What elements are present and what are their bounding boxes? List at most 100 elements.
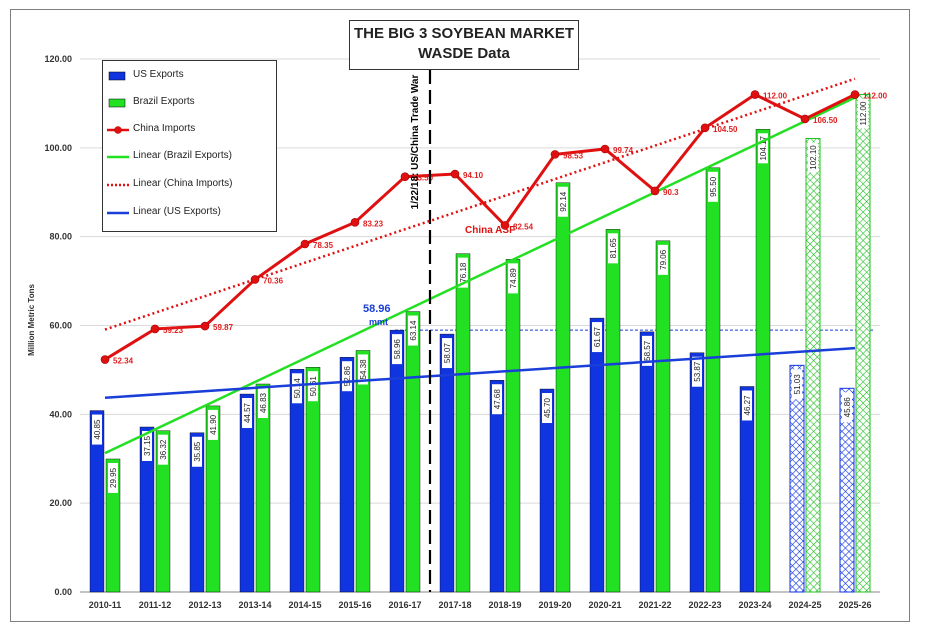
china-imports-label: 93.50 xyxy=(413,174,434,183)
china-imports-line xyxy=(104,92,856,361)
x-tick-label: 2011-12 xyxy=(139,600,172,610)
bars-layer: 40.85 29.95 37.15 36.32 35.85 41.90 44.57 46.83… xyxy=(89,94,871,593)
data-label-us: 44.57 xyxy=(243,402,252,423)
china-imports-label: 52.34 xyxy=(113,357,134,366)
y-tick-label: 100.00 xyxy=(44,143,72,153)
bar-brazil-exports xyxy=(605,229,621,593)
china-imports-label: 83.23 xyxy=(363,219,384,228)
x-tick-label: 2021-22 xyxy=(638,600,671,610)
china-imports-label: 104.50 xyxy=(713,125,738,134)
data-label-bg-us xyxy=(442,338,452,369)
data-label-brazil: 104.17 xyxy=(759,136,768,161)
china-imports-label: 98.53 xyxy=(563,151,584,160)
data-label-us: 53.87 xyxy=(693,361,702,382)
y-tick-label: 20.00 xyxy=(49,498,72,508)
data-label-brazil: 92.14 xyxy=(559,191,568,212)
trendlines-layer xyxy=(104,77,856,455)
data-label-brazil: 50.61 xyxy=(309,376,318,397)
legend-label: US Exports xyxy=(133,69,184,80)
data-label-brazil: 102.10 xyxy=(809,145,818,170)
data-label-bg-us xyxy=(92,414,102,445)
legend-label: Linear (US Exports) xyxy=(133,206,221,217)
x-tick-label: 2014-15 xyxy=(288,600,321,610)
legend-item-china-imports: China Imports xyxy=(103,120,276,140)
y-tick-label: 80.00 xyxy=(49,232,72,242)
data-label-bg-us xyxy=(292,373,302,404)
china-imports-label: 82.54 xyxy=(513,222,534,231)
china-imports-point xyxy=(650,186,660,196)
data-label-us: 46.27 xyxy=(743,395,752,416)
data-label-us: 52.86 xyxy=(343,366,352,387)
china-imports-swatch-icon xyxy=(107,126,129,134)
data-label-bg-brazil xyxy=(708,171,718,202)
x-tick-label: 2020-21 xyxy=(588,600,621,610)
china-imports-point xyxy=(150,324,160,334)
x-tick-label: 2022-23 xyxy=(688,600,721,610)
data-label-bg-brazil xyxy=(458,257,468,288)
china-asf-annotation: China ASF xyxy=(465,225,515,236)
data-label-brazil: 36.32 xyxy=(159,439,168,460)
china-imports-label: 59.23 xyxy=(163,326,184,335)
data-label-us: 50.14 xyxy=(293,378,302,399)
data-label-bg-brazil xyxy=(358,354,368,385)
reference-value-label: 58.96 xyxy=(363,303,391,315)
bar-brazil-exports xyxy=(405,311,421,593)
bar-us-exports xyxy=(239,393,255,593)
data-label-brazil: 112.00 xyxy=(859,101,868,125)
bar-us-exports xyxy=(389,329,405,593)
china-imports-label: 94.10 xyxy=(463,171,484,180)
china-imports-point xyxy=(350,218,360,227)
bar-brazil-exports xyxy=(705,167,721,593)
x-tick-label: 2019-20 xyxy=(538,600,571,610)
brazil-exports-swatch-icon xyxy=(108,98,126,108)
data-label-brazil: 76.18 xyxy=(459,262,468,283)
trade-war-annotation: 1/22/18: US/China Trade War xyxy=(410,75,421,210)
china-imports-point xyxy=(600,144,610,154)
bar-us-exports xyxy=(589,317,605,593)
data-label-brazil: 54.38 xyxy=(359,359,368,380)
data-label-us: 51.03 xyxy=(793,374,802,395)
data-label-us: 58.57 xyxy=(643,340,652,361)
data-label-brazil: 79.06 xyxy=(659,249,668,270)
data-label-bg-brazil xyxy=(308,371,318,402)
chart-subtitle: WASDE Data xyxy=(418,45,510,62)
bar-brazil-exports xyxy=(255,383,271,593)
y-axis: 0.00 20.00 40.00 60.00 80.00 100.00 120.00 xyxy=(44,54,72,597)
legend: US Exports Brazil Exports China Imports … xyxy=(102,60,277,232)
bar-us-exports xyxy=(489,380,505,593)
data-label-brazil: 29.95 xyxy=(109,467,118,488)
legend-item-linear-us: Linear (US Exports) xyxy=(103,203,276,223)
china-imports-point xyxy=(100,355,110,364)
data-label-bg-brazil xyxy=(608,233,618,264)
legend-item-linear-brazil: Linear (Brazil Exports) xyxy=(103,147,276,167)
trendline-brazil xyxy=(104,96,856,455)
bar-us-exports xyxy=(639,331,655,593)
data-label-us: 58.96 xyxy=(393,339,402,360)
y-tick-label: 0.00 xyxy=(54,587,72,597)
bar-us-exports xyxy=(89,410,105,593)
data-label-us: 35.85 xyxy=(193,441,202,462)
data-label-bg-us xyxy=(242,398,252,429)
china-imports-point xyxy=(850,90,860,99)
x-tick-label: 2010-11 xyxy=(89,600,122,610)
legend-item-linear-china: Linear (China Imports) xyxy=(103,175,276,195)
bar-us-exports xyxy=(189,432,205,593)
bar-brazil-exports xyxy=(555,182,571,593)
bar-brazil-exports xyxy=(155,430,171,593)
data-label-brazil: 46.83 xyxy=(259,392,268,413)
chart-frame xyxy=(10,9,910,622)
china-imports-layer: 52.34 59.23 59.87 70.36 78.35 83.23 93.50 94.10… xyxy=(100,90,888,366)
data-label-bg-brazil xyxy=(658,244,668,275)
data-label-brazil: 95.50 xyxy=(709,176,718,197)
chart-title: THE BIG 3 SOYBEAN MARKET xyxy=(353,25,575,42)
china-imports-label: 99.74 xyxy=(613,146,634,155)
china-imports-label: 59.87 xyxy=(213,323,234,332)
bar-brazil-exports-crosshatch xyxy=(806,138,820,592)
data-label-bg-brazil xyxy=(758,133,768,164)
x-tick-label: 2024-25 xyxy=(788,600,821,610)
china-imports-point xyxy=(300,239,310,249)
data-label-bg-brazil xyxy=(808,142,818,173)
china-imports-point xyxy=(400,172,410,182)
bar-brazil-exports-crosshatch xyxy=(856,94,870,593)
linear-china-swatch-icon xyxy=(107,183,129,187)
